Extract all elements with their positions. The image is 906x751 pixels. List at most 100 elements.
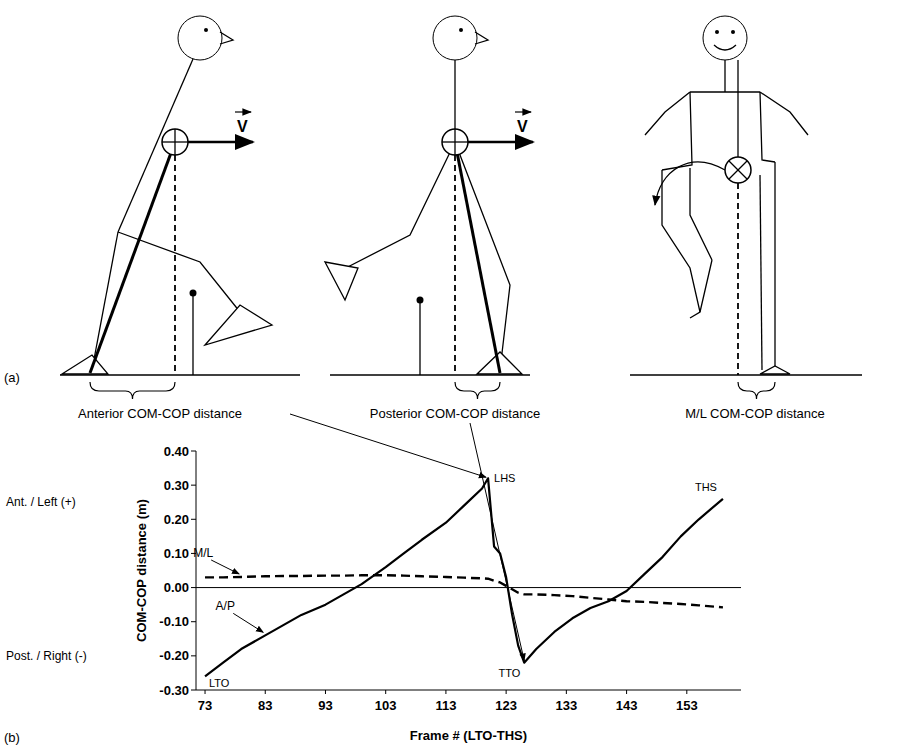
velocity-label: V: [517, 118, 528, 135]
rear-leg: [338, 142, 455, 272]
x-tick: [686, 690, 687, 694]
x-tick-label: 93: [318, 698, 332, 713]
x-axis-title: Frame # (LTO-THS): [410, 728, 527, 743]
direction-label: Post. / Right (-): [6, 649, 87, 663]
x-axis: [196, 690, 741, 691]
com-marker: [162, 129, 188, 155]
y-tick: [191, 451, 196, 452]
x-tick: [265, 690, 266, 694]
eye: [715, 30, 719, 34]
distance-label: M/L COM-COP distance: [685, 406, 824, 421]
y-tick-label: 0.10: [164, 546, 189, 561]
diagram: VV(a)Anterior COM-COP distancePosterior …: [4, 16, 862, 421]
trunk-right: [760, 92, 775, 162]
x-tick-label: 113: [435, 698, 456, 713]
series-label-arrow: [211, 560, 239, 574]
stance-leg: [760, 175, 762, 370]
beak: [475, 32, 488, 44]
direction-label: Ant. / Left (+): [6, 495, 76, 509]
eye: [459, 28, 463, 32]
series-line: [205, 478, 723, 676]
com-marker: [725, 157, 751, 183]
brace: [738, 382, 775, 399]
event-label: TTO: [498, 667, 520, 679]
x-tick: [506, 690, 507, 694]
y-tick: [191, 690, 196, 691]
foot: [62, 355, 108, 374]
front-leg: [455, 142, 510, 370]
y-tick-label: -0.20: [159, 648, 189, 663]
zero-line: [196, 587, 741, 588]
moment-arrow: [655, 162, 725, 205]
com-marker: [442, 129, 468, 155]
swing-foot: [690, 260, 712, 318]
x-tick-label: 103: [375, 698, 397, 713]
y-tick-label: 0.20: [164, 512, 189, 527]
head: [703, 16, 747, 60]
y-tick: [191, 519, 196, 520]
brace: [455, 382, 500, 399]
series-label: A/P: [216, 599, 235, 613]
distance-label: Posterior COM-COP distance: [370, 406, 540, 421]
panel-label: (a): [4, 370, 20, 385]
eye: [204, 28, 208, 32]
x-tick: [566, 690, 567, 694]
com-cross: [729, 161, 747, 179]
brace: [90, 382, 175, 399]
y-tick: [191, 621, 196, 622]
series-line: [205, 575, 723, 607]
velocity-arrow: [468, 141, 533, 144]
midline: [737, 60, 738, 158]
trunk: [118, 59, 193, 232]
event-label: THS: [695, 481, 717, 493]
cop-dot: [190, 290, 197, 297]
y-tick-label: -0.30: [159, 683, 189, 698]
arm: [645, 92, 690, 135]
com-cross: [729, 161, 747, 179]
beak: [220, 32, 233, 44]
x-tick-label: 73: [198, 698, 212, 713]
panel-label: (b): [4, 730, 20, 745]
shoulders: [690, 91, 760, 92]
swing-leg: [662, 170, 700, 312]
com-cop-line: [90, 142, 175, 373]
chart: 0.400.300.200.100.00-0.10-0.20-0.3073839…: [4, 444, 741, 746]
y-tick: [191, 485, 196, 486]
y-tick: [191, 655, 196, 656]
leader-arrow: [290, 414, 486, 477]
data-lines: [205, 478, 723, 676]
cop-stem: [419, 300, 420, 375]
head: [178, 16, 222, 60]
cop-dot: [417, 297, 424, 304]
smile: [714, 45, 736, 50]
x-tick: [385, 690, 386, 694]
eye: [731, 30, 735, 34]
event-label: LTO: [209, 677, 230, 689]
figure: VV(a)Anterior COM-COP distancePosterior …: [0, 0, 906, 751]
cop-stem: [192, 293, 193, 375]
y-tick-label: 0.30: [164, 478, 189, 493]
series-label-arrow: [233, 613, 263, 632]
x-tick-label: 123: [495, 698, 517, 713]
x-tick-label: 153: [676, 698, 698, 713]
y-tick-label: 0.40: [164, 444, 189, 459]
com-projection: [737, 183, 739, 375]
head: [433, 16, 477, 60]
event-label: LHS: [494, 472, 515, 484]
y-axis: [196, 451, 197, 690]
foot: [760, 366, 790, 374]
velocity-arrow: [188, 141, 253, 144]
foot: [325, 262, 358, 300]
trunk-left: [662, 92, 692, 170]
com-cross: [454, 129, 455, 155]
com-projection: [454, 155, 456, 375]
x-tick: [205, 690, 206, 694]
ground: [630, 374, 862, 375]
y-axis-title: COM-COP distance (m): [134, 499, 149, 642]
x-tick-label: 133: [556, 698, 578, 713]
y-tick-label: 0.00: [164, 580, 189, 595]
neck: [724, 60, 725, 92]
x-tick: [325, 690, 326, 694]
swing-leg: [690, 168, 712, 260]
stance-leg: [774, 162, 775, 370]
